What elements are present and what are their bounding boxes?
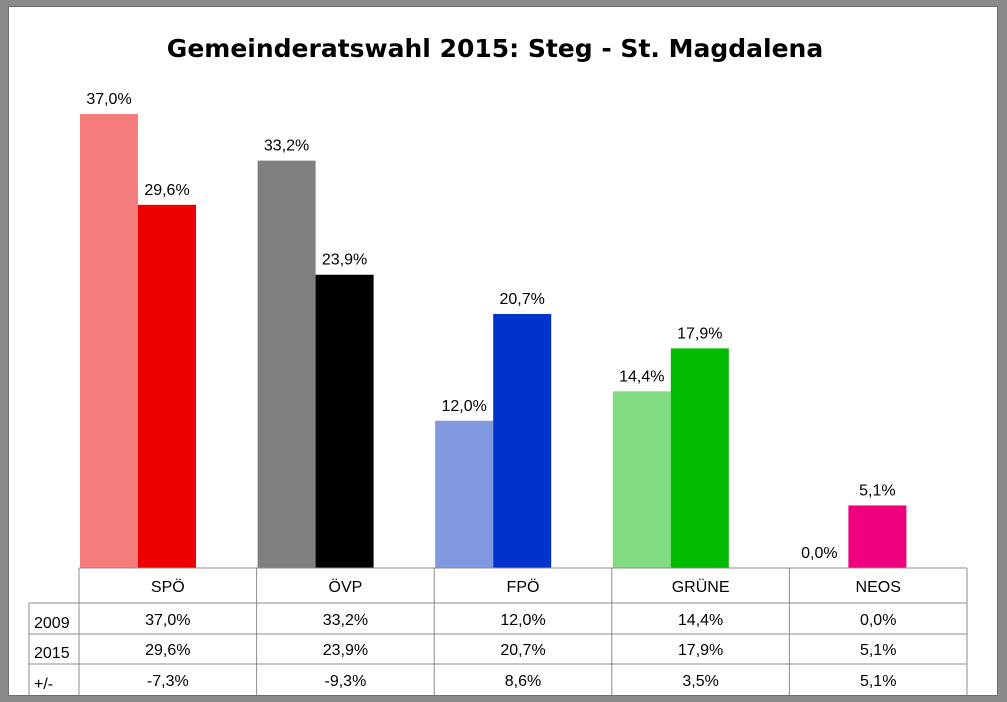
table-cell-2009-neos: 0,0% <box>860 612 896 629</box>
bar-chart: Gemeinderatswahl 2015: Steg - St. Magdal… <box>28 34 968 695</box>
data-label-gruene-2009: 14,4% <box>619 368 664 385</box>
bar-spoe-2015 <box>138 204 196 569</box>
bar-oevp-2015 <box>315 274 374 568</box>
bar-gruene-2009 <box>612 391 671 568</box>
table-cell-+---neos: 5,1% <box>860 673 896 690</box>
table-row-label-+--: +/- <box>34 676 53 693</box>
data-label-fpoe-2015: 20,7% <box>500 291 545 308</box>
table-cell-+---gruene: 3,5% <box>682 673 718 690</box>
table-cell-2009-fpoe: 12,0% <box>500 612 545 629</box>
data-label-oevp-2015: 23,9% <box>322 252 367 269</box>
table-cell-2009-spoe: 37,0% <box>145 612 190 629</box>
chart-title: Gemeinderatswahl 2015: Steg - St. Magdal… <box>167 34 823 63</box>
table-cell-2015-fpoe: 20,7% <box>500 642 545 659</box>
x-tick-label-gruene: GRÜNE <box>672 578 730 596</box>
data-label-fpoe-2009: 12,0% <box>442 398 487 415</box>
bar-neos-2015 <box>848 505 907 568</box>
bar-fpoe-2009 <box>435 420 494 568</box>
data-label-oevp-2009: 33,2% <box>264 138 309 155</box>
table-cell-2009-oevp: 33,2% <box>323 612 368 629</box>
x-tick-label-spoe: SPÖ <box>151 578 185 596</box>
table-cell-+---fpoe: 8,6% <box>505 673 541 690</box>
data-label-gruene-2015: 17,9% <box>677 325 722 342</box>
table-cell-2015-gruene: 17,9% <box>678 642 723 659</box>
data-table: SPÖ ÖVP FPÖ GRÜNE NEOS 2009 37,0% 33,2% 12,0% 14,… <box>28 567 968 695</box>
bar-gruene-2015 <box>670 348 729 568</box>
bar-oevp-2009 <box>257 160 316 569</box>
data-label-spoe-2009: 37,0% <box>86 91 131 108</box>
table-cell-2015-spoe: 29,6% <box>145 642 190 659</box>
bar-spoe-2009 <box>80 114 138 568</box>
chart-frame: Gemeinderatswahl 2015: Steg - St. Magdal… <box>8 6 998 696</box>
x-tick-label-oevp: ÖVP <box>329 578 363 596</box>
bar-labels-group: 37,0% 29,6% 33,2% 23,9% 12,0% 20,7% 14,4% 17,9%… <box>86 91 895 562</box>
table-row-label-2009: 2009 <box>34 615 70 632</box>
table-cell-2015-oevp: 23,9% <box>323 642 368 659</box>
table-cell-2009-gruene: 14,4% <box>678 612 723 629</box>
table-row-label-2015: 2015 <box>34 645 70 662</box>
bars-group <box>80 114 907 569</box>
x-tick-label-fpoe: FPÖ <box>507 578 540 596</box>
table-cell-+---spoe: -7,3% <box>147 673 189 690</box>
table-cell-2015-neos: 5,1% <box>860 642 896 659</box>
data-label-neos-2015: 5,1% <box>859 482 895 499</box>
x-tick-label-neos: NEOS <box>856 579 901 596</box>
data-label-neos-2009: 0,0% <box>801 545 837 562</box>
bar-fpoe-2015 <box>493 314 552 568</box>
data-label-spoe-2015: 29,6% <box>144 182 189 199</box>
table-cell-+---oevp: -9,3% <box>325 673 367 690</box>
